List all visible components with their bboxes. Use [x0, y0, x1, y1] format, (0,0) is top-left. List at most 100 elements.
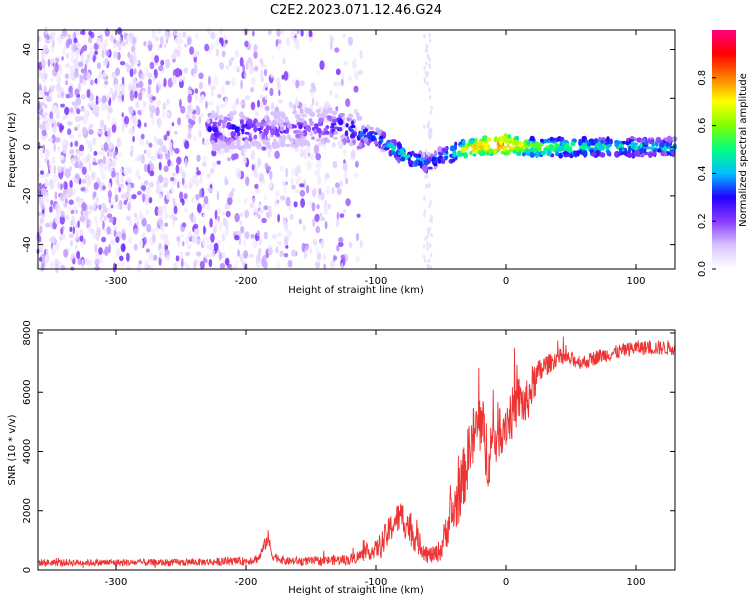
spectrogram-cell — [154, 36, 158, 42]
spectrogram-cell — [334, 182, 340, 189]
spectrogram-cell — [252, 140, 259, 145]
spectrogram-cell — [343, 148, 347, 157]
spectrogram-cell — [277, 232, 282, 237]
spectrogram-cell — [289, 214, 294, 220]
spectrogram-cell — [59, 124, 65, 131]
spectrogram-cell — [80, 209, 84, 216]
spectrogram-cell — [93, 150, 98, 156]
spectrogram-cell — [218, 119, 223, 123]
spectrogram-cell — [130, 150, 133, 157]
spectrogram-cell — [126, 166, 132, 174]
spectrogram-cell — [61, 91, 64, 99]
spectrogram-cell — [209, 218, 213, 228]
spectrogram-cell — [181, 198, 185, 206]
spectrogram-cell — [71, 42, 77, 53]
spectrogram-cell — [283, 70, 289, 81]
spectrogram-cell — [111, 159, 116, 168]
spectrogram-cell — [141, 217, 147, 227]
spectrogram-cell — [121, 90, 125, 96]
spectrogram-cell — [179, 75, 183, 83]
spectrogram-cell — [428, 226, 432, 232]
spectrogram-cell — [264, 95, 268, 100]
spectrogram-cell — [426, 241, 429, 246]
spectrogram-cell — [154, 227, 160, 232]
spectrogram-cell — [39, 90, 45, 99]
spectrogram-cell — [626, 137, 630, 142]
spectrogram-cell — [191, 234, 197, 244]
spectrogram-y-axis-label: Frequency (Hz) — [7, 112, 18, 188]
spectrogram-cell — [134, 90, 138, 99]
spectrogram-cell — [507, 140, 513, 144]
spectrogram-cell — [74, 72, 80, 78]
spectrogram-cell — [257, 157, 262, 168]
spectrogram-cell — [549, 136, 554, 142]
spectrogram-cell — [62, 144, 68, 155]
spectrogram-cell — [525, 151, 530, 156]
spectrogram-cell — [143, 163, 148, 173]
spectrogram-cell — [212, 226, 217, 235]
spectrogram-cell — [119, 255, 124, 262]
spectrogram-cell — [40, 152, 43, 158]
spectrogram-cell — [295, 133, 301, 139]
spectrogram-cell — [126, 252, 130, 262]
spectrogram-cell — [48, 237, 54, 243]
spectrogram-cell — [113, 38, 117, 44]
spectrogram-cell — [214, 39, 219, 47]
spectrogram-cell — [195, 194, 200, 200]
spectrogram-cell — [160, 59, 165, 67]
spectrogram-cell — [105, 49, 111, 57]
spectrogram-cell — [85, 59, 89, 64]
spectrogram-cell — [86, 217, 89, 227]
spectrogram-cell — [234, 66, 239, 72]
spectrogram-cell — [313, 123, 319, 128]
spectrogram-cell — [60, 154, 65, 161]
spectrogram-cell — [219, 263, 226, 269]
spectrogram-cell — [428, 87, 432, 93]
spectrogram-cell — [151, 29, 156, 39]
spectrogram-cell — [69, 179, 73, 189]
spectrogram-cell — [281, 180, 286, 187]
spectrogram-cell — [166, 190, 171, 200]
spectrogram-cell — [55, 263, 59, 274]
spectrogram-cell — [62, 115, 67, 121]
spectrogram-cell — [292, 77, 296, 86]
spectrogram-cell — [92, 137, 97, 146]
spectrogram-cell — [192, 113, 196, 121]
spectrogram-cell — [271, 55, 275, 61]
spectrogram-cell — [213, 132, 218, 138]
spectrogram-cell — [563, 153, 569, 158]
spectrogram-cell — [156, 85, 159, 94]
spectrogram-cell — [652, 151, 657, 156]
spectrogram-cell — [38, 195, 43, 204]
spectrogram-cell — [129, 92, 135, 102]
spectrogram-cell — [59, 192, 66, 202]
spectrogram-cell — [53, 173, 58, 183]
spectrogram-cell — [127, 202, 131, 212]
spectrogram-cell — [250, 233, 255, 239]
spectrogram-cell — [144, 122, 147, 128]
spectrogram-cell — [206, 173, 211, 178]
spectrogram-cell — [326, 185, 330, 196]
spectrogram-cell — [317, 159, 322, 167]
spectrogram-cell — [162, 109, 165, 119]
spectrogram-cell — [165, 58, 171, 69]
spectrogram-cell — [104, 80, 109, 86]
spectrogram-cell — [61, 28, 68, 37]
spectrogram-cell — [280, 112, 286, 118]
snr-x-tick-label: 0 — [503, 577, 509, 588]
spectrogram-cell — [340, 135, 344, 139]
spectrogram-cell — [339, 112, 344, 117]
spectrogram-cell — [128, 105, 134, 116]
spectrogram-cell — [55, 203, 61, 213]
spectrogram-cell — [106, 226, 111, 235]
spectrogram-cell — [40, 144, 44, 154]
spectrogram-cell — [196, 106, 201, 116]
spectrogram-cell — [425, 48, 428, 53]
spectrogram-cell — [359, 131, 363, 139]
spectrogram-cell — [606, 150, 611, 154]
spectrogram-cell — [469, 151, 473, 155]
spectrogram-cell — [96, 62, 102, 70]
spectrogram-cell — [235, 98, 240, 106]
spectrogram-cell — [179, 250, 183, 259]
spectrogram-cell — [425, 43, 428, 48]
